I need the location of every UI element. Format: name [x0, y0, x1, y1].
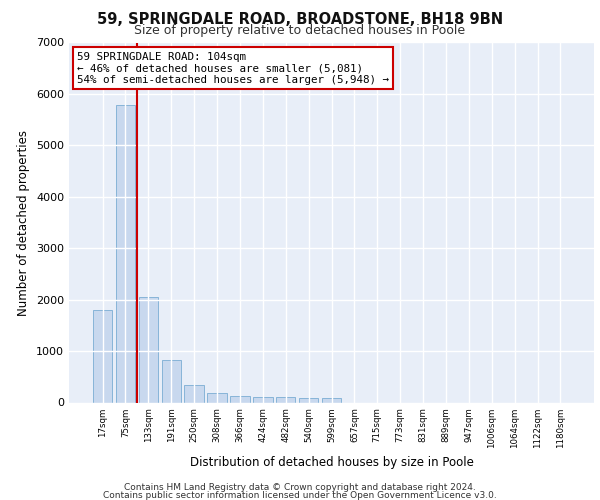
- Bar: [208, 393, 227, 402]
- Bar: [230, 396, 250, 402]
- Text: 59 SPRINGDALE ROAD: 104sqm
← 46% of detached houses are smaller (5,081)
54% of s: 59 SPRINGDALE ROAD: 104sqm ← 46% of deta…: [77, 52, 389, 84]
- Bar: [116, 105, 135, 403]
- Text: Contains public sector information licensed under the Open Government Licence v3: Contains public sector information licen…: [103, 491, 497, 500]
- Bar: [253, 396, 272, 402]
- Bar: [322, 398, 341, 402]
- Bar: [161, 360, 181, 403]
- Bar: [276, 397, 295, 402]
- X-axis label: Distribution of detached houses by size in Poole: Distribution of detached houses by size …: [190, 456, 473, 469]
- Text: 59, SPRINGDALE ROAD, BROADSTONE, BH18 9BN: 59, SPRINGDALE ROAD, BROADSTONE, BH18 9B…: [97, 12, 503, 28]
- Text: Size of property relative to detached houses in Poole: Size of property relative to detached ho…: [134, 24, 466, 37]
- Bar: [299, 398, 319, 402]
- Bar: [139, 296, 158, 403]
- Bar: [184, 385, 204, 402]
- Text: Contains HM Land Registry data © Crown copyright and database right 2024.: Contains HM Land Registry data © Crown c…: [124, 484, 476, 492]
- Y-axis label: Number of detached properties: Number of detached properties: [17, 130, 31, 316]
- Bar: [93, 310, 112, 402]
